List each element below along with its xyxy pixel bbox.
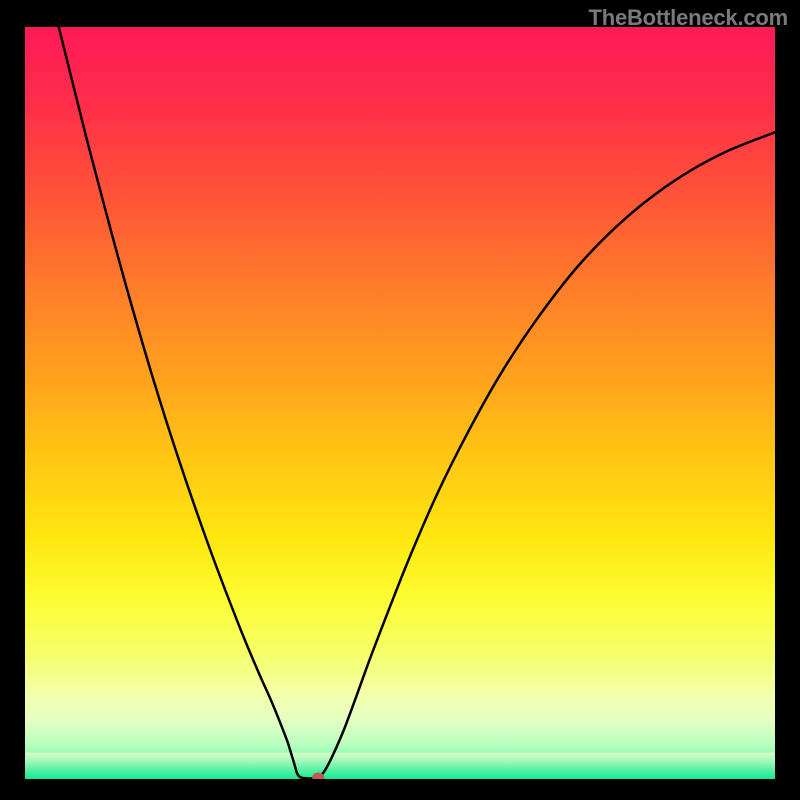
- gradient-background: [25, 27, 775, 779]
- bottleneck-curve-plot: [25, 27, 775, 779]
- chart-frame: TheBottleneck.com: [0, 0, 800, 800]
- green-floor-band: [25, 753, 775, 779]
